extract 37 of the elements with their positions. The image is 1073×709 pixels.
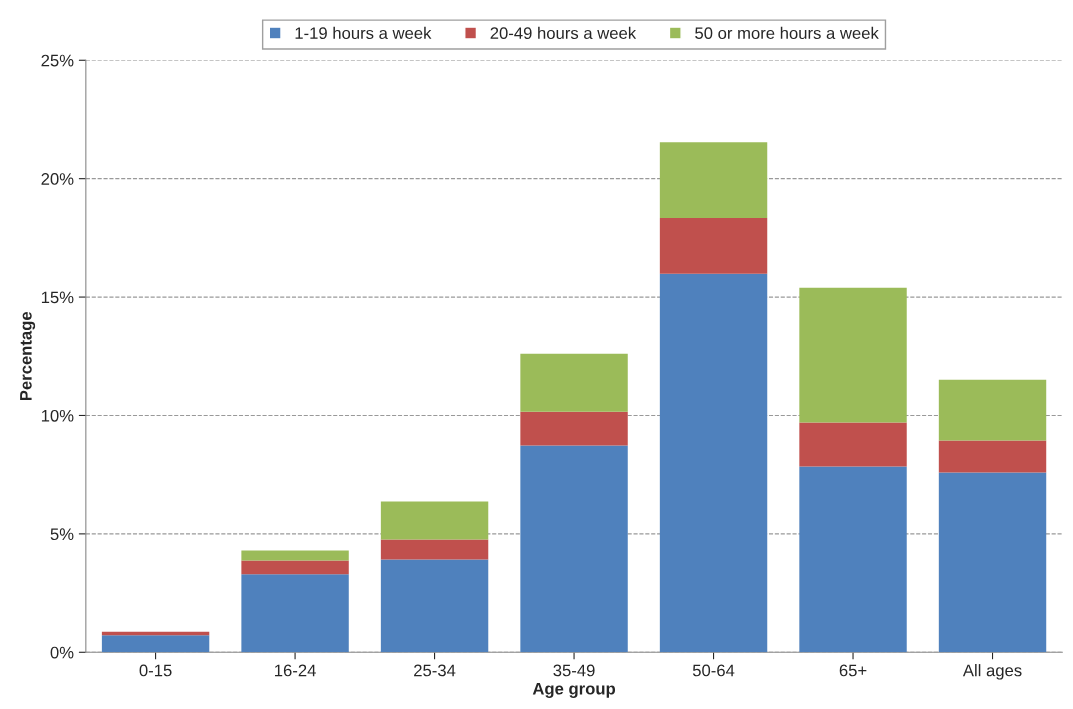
bar bbox=[799, 466, 907, 653]
bar bbox=[659, 273, 768, 653]
x-tick-label: 50-64 bbox=[692, 664, 735, 677]
bar bbox=[938, 379, 1047, 441]
x-tick-label: 16-24 bbox=[275, 664, 316, 677]
x-tick-label: 35-49 bbox=[553, 664, 595, 677]
y-tick-label: 5% bbox=[50, 528, 74, 541]
bar bbox=[520, 353, 628, 412]
bar bbox=[241, 550, 349, 561]
x-tick-label: All ages bbox=[962, 664, 1022, 680]
bar bbox=[659, 217, 768, 274]
bar bbox=[101, 635, 210, 653]
x-axis-title: Age group bbox=[532, 682, 616, 698]
y-tick-label: 10% bbox=[41, 409, 74, 422]
bar bbox=[380, 501, 489, 540]
y-tick-label: 0% bbox=[50, 646, 74, 659]
x-tick-label: 65+ bbox=[839, 664, 867, 677]
bar bbox=[380, 539, 489, 560]
x-tick-label: 0-15 bbox=[139, 664, 172, 677]
bar bbox=[241, 574, 349, 653]
y-tick-label: 20% bbox=[41, 173, 74, 185]
bar bbox=[938, 472, 1047, 653]
bar bbox=[799, 422, 907, 467]
legend-label: 20-49 hours a week bbox=[490, 26, 637, 40]
x-tick-label: 25-34 bbox=[414, 664, 456, 677]
y-tick-label: 15% bbox=[41, 291, 74, 304]
bar bbox=[380, 559, 489, 653]
legend-label: 1-19 hours a week bbox=[295, 26, 432, 40]
y-axis-title: Percentage bbox=[20, 311, 36, 401]
bar bbox=[520, 445, 628, 653]
bar bbox=[520, 411, 628, 446]
bar bbox=[938, 440, 1047, 473]
y-tick-label: 25% bbox=[41, 54, 74, 67]
bar bbox=[799, 287, 907, 423]
legend-label: 50 or more hours a week bbox=[695, 26, 879, 40]
bar bbox=[659, 142, 768, 218]
bar bbox=[241, 560, 349, 575]
